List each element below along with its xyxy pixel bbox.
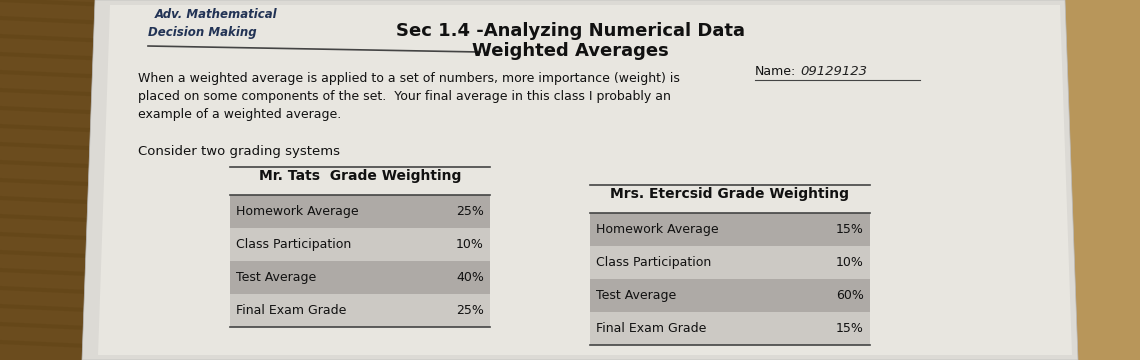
Text: 15%: 15% xyxy=(836,223,864,236)
Text: Sec 1.4 -Analyzing Numerical Data: Sec 1.4 -Analyzing Numerical Data xyxy=(396,22,744,40)
Bar xyxy=(591,246,870,279)
Text: Class Participation: Class Participation xyxy=(236,238,351,251)
Text: 10%: 10% xyxy=(836,256,864,269)
Text: Homework Average: Homework Average xyxy=(236,205,359,218)
Text: 25%: 25% xyxy=(456,304,484,317)
Polygon shape xyxy=(1060,0,1140,360)
Text: 25%: 25% xyxy=(456,205,484,218)
Bar xyxy=(230,228,490,261)
Text: Homework Average: Homework Average xyxy=(596,223,718,236)
Text: 09129123: 09129123 xyxy=(800,65,868,78)
Text: Adv. Mathematical: Adv. Mathematical xyxy=(155,8,278,21)
Polygon shape xyxy=(82,0,1078,360)
Text: Test Average: Test Average xyxy=(596,289,676,302)
Text: 60%: 60% xyxy=(836,289,864,302)
Bar xyxy=(230,261,490,294)
Text: Class Participation: Class Participation xyxy=(596,256,711,269)
Text: example of a weighted average.: example of a weighted average. xyxy=(138,108,341,121)
Text: When a weighted average is applied to a set of numbers, more importance (weight): When a weighted average is applied to a … xyxy=(138,72,679,85)
Text: 15%: 15% xyxy=(836,322,864,335)
Text: Weighted Averages: Weighted Averages xyxy=(472,42,668,60)
Bar xyxy=(230,294,490,327)
Bar xyxy=(591,213,870,246)
Text: Final Exam Grade: Final Exam Grade xyxy=(236,304,347,317)
Bar xyxy=(230,195,490,228)
Text: Final Exam Grade: Final Exam Grade xyxy=(596,322,707,335)
Text: Name:: Name: xyxy=(755,65,796,78)
Polygon shape xyxy=(98,5,1072,355)
Text: Mr. Tats  Grade Weighting: Mr. Tats Grade Weighting xyxy=(259,169,462,183)
Text: 40%: 40% xyxy=(456,271,484,284)
Text: 10%: 10% xyxy=(456,238,484,251)
Text: Test Average: Test Average xyxy=(236,271,316,284)
Polygon shape xyxy=(0,0,109,360)
Text: Mrs. Etercsid Grade Weighting: Mrs. Etercsid Grade Weighting xyxy=(611,187,849,201)
Text: Decision Making: Decision Making xyxy=(148,26,256,39)
Bar xyxy=(591,312,870,345)
Text: Consider two grading systems: Consider two grading systems xyxy=(138,145,340,158)
Text: placed on some components of the set.  Your final average in this class I probab: placed on some components of the set. Yo… xyxy=(138,90,670,103)
Bar xyxy=(591,279,870,312)
